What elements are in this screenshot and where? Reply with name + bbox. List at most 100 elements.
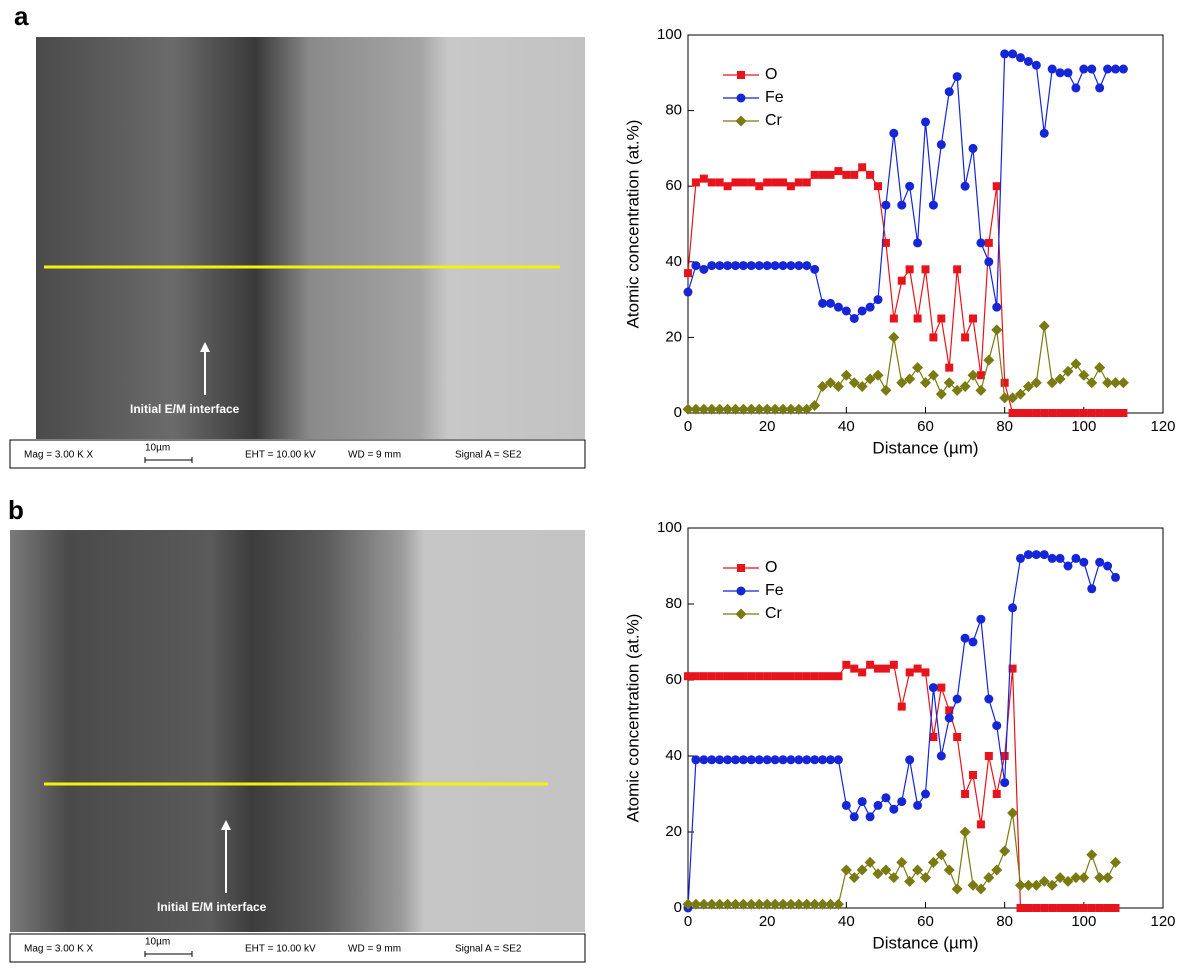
marker — [921, 789, 930, 799]
marker — [707, 672, 716, 681]
marker — [1046, 377, 1058, 389]
marker — [945, 363, 954, 372]
marker — [786, 672, 795, 681]
marker — [943, 864, 955, 876]
marker — [1119, 409, 1128, 417]
marker — [754, 261, 764, 271]
marker — [818, 298, 828, 308]
marker — [706, 403, 718, 415]
marker — [1055, 553, 1065, 563]
marker — [1000, 778, 1010, 788]
marker — [834, 672, 843, 681]
marker — [858, 668, 867, 677]
marker — [1016, 409, 1025, 417]
legend-label: O — [765, 559, 777, 576]
marker — [769, 898, 781, 910]
marker — [840, 864, 852, 876]
marker — [682, 898, 694, 910]
x-axis-label: Distance (µm) — [872, 438, 978, 457]
marker — [731, 672, 740, 681]
marker — [904, 875, 916, 887]
marker — [1056, 409, 1065, 417]
marker — [1071, 409, 1080, 417]
marker — [1094, 362, 1106, 374]
marker — [928, 683, 938, 693]
legend-label: Fe — [765, 582, 784, 599]
marker — [755, 672, 764, 681]
marker — [722, 898, 734, 910]
marker — [992, 182, 1001, 191]
marker — [1040, 904, 1049, 912]
marker — [1024, 904, 1033, 912]
marker — [1000, 378, 1009, 387]
marker — [761, 403, 773, 415]
marker — [1054, 872, 1066, 884]
marker — [912, 864, 924, 876]
marker — [1062, 875, 1074, 887]
marker — [1039, 550, 1049, 560]
marker — [763, 672, 772, 681]
x-tick-label: 100 — [1071, 418, 1096, 435]
plot-frame — [687, 34, 1164, 414]
marker — [832, 898, 844, 910]
marker — [857, 797, 867, 807]
marker — [881, 200, 891, 210]
marker — [1000, 752, 1009, 760]
marker — [723, 182, 732, 191]
x-tick-label: 60 — [917, 418, 934, 435]
marker — [874, 664, 882, 673]
marker — [1023, 56, 1033, 66]
marker — [992, 721, 1002, 731]
marker — [825, 898, 836, 910]
marker — [953, 265, 962, 274]
marker — [1111, 409, 1120, 417]
marker — [810, 264, 820, 274]
marker — [967, 879, 979, 891]
y-tick-label: 80 — [665, 102, 682, 119]
marker — [959, 826, 971, 838]
marker — [745, 403, 757, 415]
marker — [991, 324, 1003, 336]
marker — [1095, 83, 1105, 93]
marker — [953, 733, 962, 741]
info-text: WD = 9 mm — [348, 450, 401, 461]
marker — [738, 755, 748, 765]
marker — [1063, 561, 1073, 571]
marker — [762, 261, 772, 271]
marker — [779, 178, 787, 187]
marker — [1038, 320, 1050, 332]
marker — [786, 261, 796, 271]
marker — [1111, 572, 1120, 582]
marker — [1103, 64, 1113, 74]
marker — [1111, 64, 1120, 74]
marker — [1048, 904, 1057, 912]
marker — [739, 178, 748, 187]
marker — [880, 864, 892, 876]
marker — [762, 755, 772, 765]
marker — [1103, 561, 1113, 571]
marker — [1095, 557, 1105, 567]
sem-image — [10, 530, 585, 932]
marker — [1110, 377, 1121, 389]
marker — [905, 265, 914, 274]
marker — [715, 755, 725, 765]
y-tick-label: 20 — [665, 328, 682, 345]
y-tick-label: 0 — [674, 899, 682, 916]
marker — [731, 178, 740, 187]
marker — [1071, 904, 1080, 912]
marker — [817, 381, 829, 393]
marker — [769, 403, 781, 415]
marker — [761, 898, 773, 910]
marker — [1087, 584, 1097, 594]
marker — [912, 362, 924, 374]
marker — [929, 733, 938, 741]
marker — [945, 706, 954, 715]
x-tick-label: 20 — [759, 913, 776, 930]
marker — [1070, 358, 1082, 370]
marker — [802, 261, 812, 271]
marker — [905, 668, 914, 677]
marker — [1023, 550, 1033, 560]
info-text: Signal A = SE2 — [455, 944, 522, 955]
marker — [818, 672, 827, 681]
marker — [961, 333, 970, 342]
